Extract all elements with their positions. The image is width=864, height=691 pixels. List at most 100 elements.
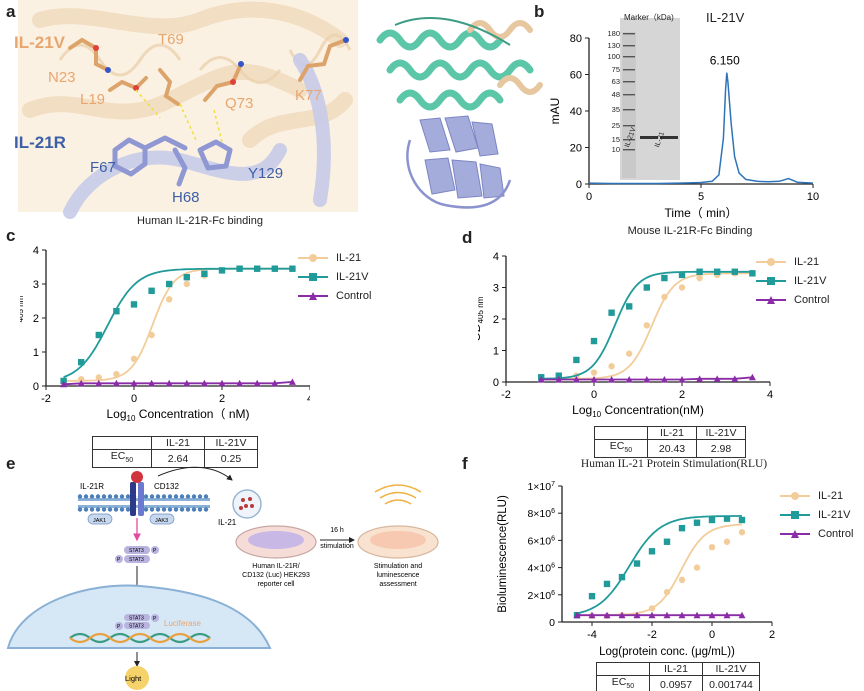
y-tick-base: 8×10 bbox=[527, 508, 551, 520]
panel-d-caption: Human IL-21 Protein Stimulation(RLU) bbox=[580, 458, 768, 470]
x-axis-label-main: Log bbox=[107, 407, 127, 421]
lipid-head bbox=[107, 494, 113, 499]
marker-label: 35 bbox=[611, 105, 620, 114]
table-cell: 2.98 bbox=[696, 438, 746, 459]
panel-e-schematic: IL-21R CD132 JAK1 JAK3 STAT3 STAT3 P P S… bbox=[6, 466, 439, 690]
label-jak3: JAK3 bbox=[155, 518, 168, 524]
lipid-head bbox=[125, 494, 131, 499]
label-stat3: STAT3 bbox=[129, 557, 144, 563]
data-point-control bbox=[165, 379, 173, 387]
lipid-head bbox=[119, 494, 125, 499]
data-point-control bbox=[183, 379, 191, 387]
arrow-curved bbox=[157, 466, 233, 481]
panel-a-caption: Human IL-21R-Fc binding bbox=[137, 215, 263, 227]
data-point-control bbox=[663, 611, 671, 619]
table-header: IL-21 bbox=[151, 436, 205, 450]
data-point-control bbox=[555, 375, 563, 383]
data-point-il-21v bbox=[254, 265, 261, 272]
y-tick-label: 2 bbox=[493, 314, 499, 326]
marker-label: 63 bbox=[611, 77, 620, 86]
data-point-il-21v bbox=[723, 515, 731, 522]
lipid-head bbox=[203, 494, 209, 499]
data-point-control bbox=[696, 375, 704, 382]
legend-label-il21: IL-21 bbox=[794, 255, 820, 268]
y-tick-label: 3 bbox=[493, 283, 499, 295]
ligand-helix bbox=[396, 89, 504, 111]
data-point-il-21v bbox=[678, 524, 686, 532]
table-header: IL-21 bbox=[649, 662, 703, 676]
residue-label-L19: L19 bbox=[80, 91, 105, 108]
marker-band bbox=[623, 94, 635, 96]
data-point-control bbox=[603, 611, 611, 619]
y-axis-label: Bioluminescence(RLU) bbox=[497, 495, 509, 613]
y-tick-label: 60 bbox=[570, 70, 582, 82]
marker-band bbox=[623, 33, 635, 35]
marker-label: 75 bbox=[611, 65, 620, 74]
y-tick-exp: 6 bbox=[551, 508, 555, 515]
data-point-il-21 bbox=[608, 363, 615, 370]
y-axis-label-sub: 405 nm bbox=[20, 295, 25, 322]
legend-label-il21: IL-21 bbox=[818, 489, 844, 502]
il21-particle bbox=[250, 504, 254, 508]
x-tick-label: 2 bbox=[219, 393, 225, 405]
marker-label: 180 bbox=[607, 29, 620, 38]
table-row: EC50 0.0957 0.001744 bbox=[596, 674, 760, 691]
data-point-control bbox=[731, 375, 739, 382]
table-header-row: IL-21 IL-21V bbox=[596, 662, 760, 676]
oxygen-atom bbox=[230, 79, 236, 85]
y-tick-exp: 6 bbox=[551, 535, 555, 542]
fit-curve-control bbox=[63, 381, 293, 386]
data-point-il-21v bbox=[648, 548, 656, 555]
jak3-icon bbox=[149, 513, 175, 525]
data-point-control bbox=[112, 379, 120, 387]
marker-label: 100 bbox=[607, 52, 620, 61]
table-cell bbox=[92, 436, 152, 450]
data-point-il-21v bbox=[78, 359, 85, 366]
marker-band bbox=[623, 81, 635, 83]
label-jak1: JAK1 bbox=[93, 518, 106, 524]
y-tick-label: 4 bbox=[493, 251, 499, 263]
jak1-icon bbox=[87, 513, 113, 525]
legend-item-il21: IL-21 bbox=[780, 486, 853, 505]
lipid-head bbox=[173, 507, 179, 512]
legend-item-control: Control bbox=[756, 290, 829, 309]
legend-label-control: Control bbox=[794, 293, 830, 306]
table-row-label: EC50 bbox=[92, 448, 152, 469]
table-header: IL-21V bbox=[204, 436, 258, 450]
chromatogram-chart: 0 20 40 60 80 0 5 10 mAU Time（ min） 6.150 bbox=[548, 33, 819, 220]
residue-stick-T69 bbox=[158, 68, 180, 106]
x-tick-label: 4 bbox=[307, 393, 310, 405]
hydrogen-bond bbox=[135, 89, 161, 119]
data-point-il-21 bbox=[723, 538, 731, 545]
data-point-il-21 bbox=[738, 529, 746, 536]
luminescence-wave bbox=[384, 499, 412, 505]
dna-strand bbox=[69, 632, 211, 644]
data-point-il-21 bbox=[78, 376, 85, 383]
y-tick-label: 1 bbox=[33, 347, 39, 359]
lipid-head bbox=[161, 494, 167, 499]
panel-letter-a: a bbox=[6, 2, 16, 21]
data-point-il-21 bbox=[678, 576, 686, 584]
data-point-control bbox=[625, 375, 633, 383]
residue-label-H68: H68 bbox=[172, 189, 200, 206]
sds-gel bbox=[620, 18, 680, 180]
data-point-control bbox=[590, 375, 598, 383]
il21-particle bbox=[241, 498, 245, 502]
data-point-il-21v bbox=[696, 268, 703, 275]
data-point-control bbox=[77, 379, 85, 387]
lipid-head bbox=[197, 494, 203, 499]
y-tick-label: 0 bbox=[493, 377, 499, 389]
residue-stick-Y129 bbox=[197, 139, 233, 171]
panel-letter-b: b bbox=[534, 2, 545, 21]
data-point-control bbox=[200, 379, 208, 387]
label-il21-vial: IL-21 bbox=[218, 518, 237, 527]
table-cell bbox=[594, 426, 648, 440]
lipid-head bbox=[155, 507, 161, 512]
lipid-head bbox=[101, 507, 107, 512]
lipid-head bbox=[95, 507, 101, 512]
table-header-row: IL-21 IL-21V bbox=[92, 436, 258, 450]
lipid-head bbox=[191, 507, 197, 512]
x-tick-label: -2 bbox=[501, 389, 511, 401]
il21-ligand-icon bbox=[131, 471, 143, 483]
